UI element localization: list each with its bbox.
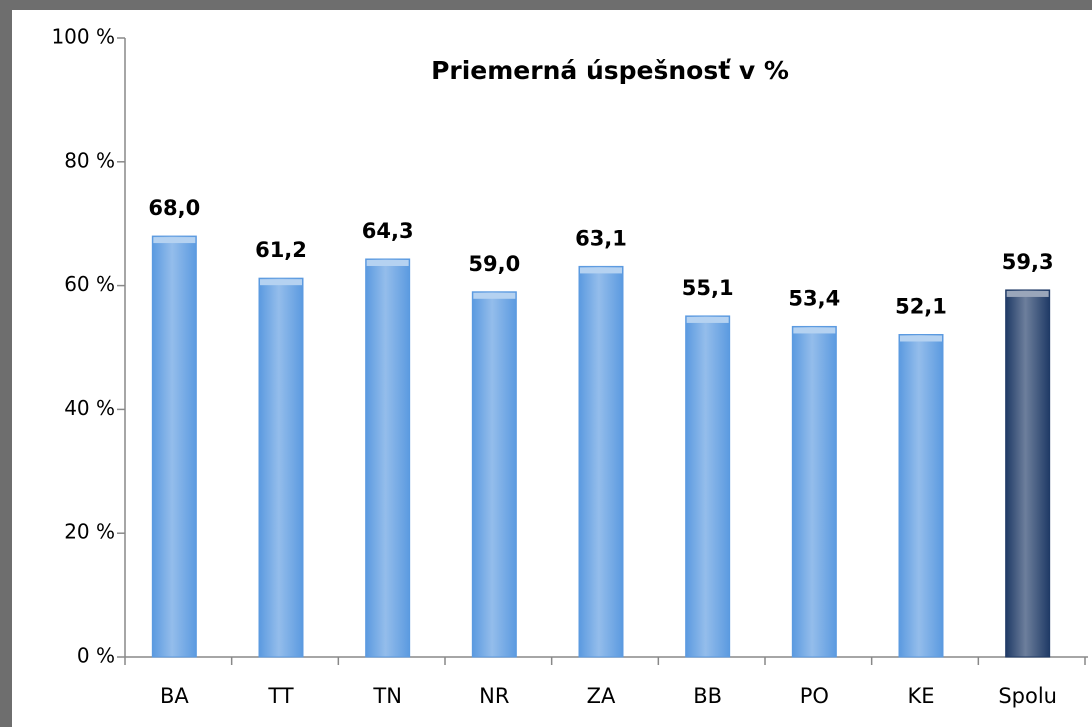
value-label: 53,4 bbox=[788, 286, 840, 310]
bar-cap bbox=[260, 279, 302, 286]
bar bbox=[578, 265, 624, 658]
bar-cap bbox=[1006, 290, 1049, 297]
x-tick-label: BA bbox=[160, 684, 189, 708]
bar-cap bbox=[366, 259, 409, 266]
x-tick-label: BB bbox=[693, 684, 722, 708]
bar-cap bbox=[686, 316, 729, 323]
value-label: 61,2 bbox=[255, 238, 307, 262]
bar bbox=[365, 258, 411, 658]
y-tick-label: 40 % bbox=[64, 396, 115, 420]
x-tick-label: ZA bbox=[587, 684, 616, 708]
bar-cap bbox=[793, 327, 836, 334]
y-tick-label: 80 % bbox=[64, 148, 115, 172]
bar bbox=[791, 325, 837, 658]
x-tick-label: PO bbox=[800, 684, 829, 708]
bar bbox=[258, 277, 304, 658]
value-label: 68,0 bbox=[148, 196, 200, 220]
bar bbox=[685, 315, 731, 658]
y-tick-label: 60 % bbox=[64, 272, 115, 296]
value-label: 63,1 bbox=[575, 226, 627, 250]
bar bbox=[151, 235, 197, 658]
bar bbox=[1005, 289, 1051, 658]
bar bbox=[898, 334, 944, 658]
y-tick-label: 0 % bbox=[77, 644, 115, 668]
y-tick-label: 100 % bbox=[51, 25, 115, 49]
x-tick-label: Spolu bbox=[998, 684, 1057, 708]
bar-cap bbox=[153, 237, 196, 244]
x-tick-label: NR bbox=[479, 684, 509, 708]
chart-title: Priemerná úspešnosť v % bbox=[431, 56, 789, 85]
bar-cap bbox=[900, 335, 942, 342]
value-label: 64,3 bbox=[362, 219, 414, 243]
x-tick-label: KE bbox=[907, 684, 934, 708]
value-label: 55,1 bbox=[682, 276, 734, 300]
value-label: 59,3 bbox=[1002, 250, 1054, 274]
y-tick-label: 20 % bbox=[64, 520, 115, 544]
x-tick-label: TN bbox=[372, 684, 402, 708]
bar-cap bbox=[580, 267, 622, 274]
x-tick-label: TT bbox=[267, 684, 293, 708]
bar-cap bbox=[473, 292, 516, 299]
value-label: 59,0 bbox=[468, 252, 520, 276]
bar bbox=[471, 291, 517, 658]
value-label: 52,1 bbox=[895, 295, 947, 319]
